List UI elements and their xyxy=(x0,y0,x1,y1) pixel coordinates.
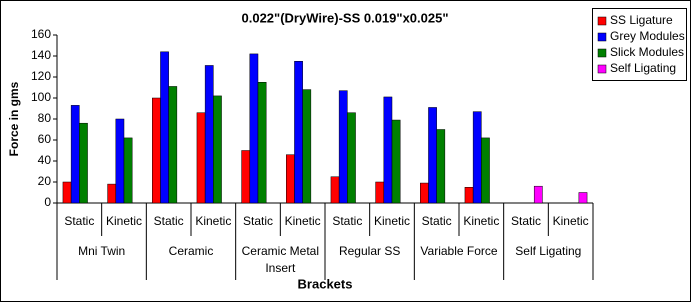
bar xyxy=(481,137,490,204)
chart-title: 0.022"(DryWire)-SS 0.019"x0.025" xyxy=(242,10,449,25)
bar xyxy=(204,65,214,204)
bar xyxy=(464,187,474,204)
x-axis-label: Brackets xyxy=(298,276,353,291)
bar xyxy=(533,185,543,204)
bar xyxy=(123,137,133,204)
x-tick-label: Kinetic xyxy=(463,214,499,228)
group-label: Mni Twin xyxy=(78,244,126,258)
bar xyxy=(383,96,393,204)
bar xyxy=(428,107,437,204)
y-tick-label: 100 xyxy=(31,90,51,104)
group-label: Variable Force xyxy=(420,244,498,258)
bar xyxy=(115,118,125,204)
bar xyxy=(302,89,312,204)
x-tick-label: Kinetic xyxy=(553,214,589,228)
bar xyxy=(152,97,161,204)
legend-label: Grey Modules xyxy=(610,29,685,43)
x-tick-label: Kinetic xyxy=(374,214,410,228)
bar xyxy=(286,154,295,204)
x-tick-label: Static xyxy=(511,214,541,228)
bar xyxy=(196,112,206,204)
bar xyxy=(257,82,267,204)
bar xyxy=(249,53,259,204)
x-tick-label: Static xyxy=(332,214,362,228)
x-tick-label: Static xyxy=(64,214,94,228)
bar xyxy=(168,86,178,204)
bar xyxy=(70,105,80,204)
legend-swatch xyxy=(597,64,607,74)
group-label: Ceramic Metal Insert xyxy=(241,244,319,275)
bar xyxy=(241,150,251,204)
legend-box xyxy=(592,8,687,81)
y-tick-label: 0 xyxy=(44,195,51,209)
x-tick-label: Kinetic xyxy=(195,214,231,228)
bar xyxy=(62,181,72,204)
bar xyxy=(391,119,401,204)
legend-label: Self Ligating xyxy=(610,61,676,75)
legend-swatch xyxy=(597,32,607,42)
group-label: Regular SS xyxy=(338,244,401,258)
group-label: Ceramic xyxy=(168,244,214,258)
x-tick-label: Static xyxy=(154,214,184,228)
legend-label: SS Ligature xyxy=(610,13,673,27)
legend-swatch xyxy=(597,16,607,26)
x-tick-label: Kinetic xyxy=(285,214,321,228)
x-tick-label: Static xyxy=(243,214,273,228)
y-tick-label: 40 xyxy=(38,153,52,167)
legend-label: Slick Modules xyxy=(610,45,684,59)
bar xyxy=(436,129,446,204)
bar xyxy=(472,111,482,204)
x-tick-label: Kinetic xyxy=(106,214,142,228)
y-tick-label: 160 xyxy=(31,27,51,41)
group-label: Self Ligating xyxy=(515,244,582,258)
bar xyxy=(107,183,117,204)
y-axis-label: Force in gms xyxy=(7,81,21,156)
bar xyxy=(294,61,303,204)
bar xyxy=(160,51,169,204)
y-tick-label: 120 xyxy=(31,69,51,83)
bar xyxy=(420,182,429,204)
bar xyxy=(578,192,588,204)
y-tick-label: 20 xyxy=(38,174,52,188)
y-tick-label: 80 xyxy=(38,111,52,125)
bar xyxy=(79,122,88,204)
bar xyxy=(213,95,222,204)
y-tick-label: 60 xyxy=(38,132,52,146)
bar xyxy=(347,112,356,204)
bar xyxy=(338,90,348,204)
bar xyxy=(375,181,385,204)
bar xyxy=(330,176,340,204)
y-tick-label: 140 xyxy=(31,48,51,62)
legend-swatch xyxy=(597,48,607,58)
x-tick-label: Static xyxy=(422,214,452,228)
